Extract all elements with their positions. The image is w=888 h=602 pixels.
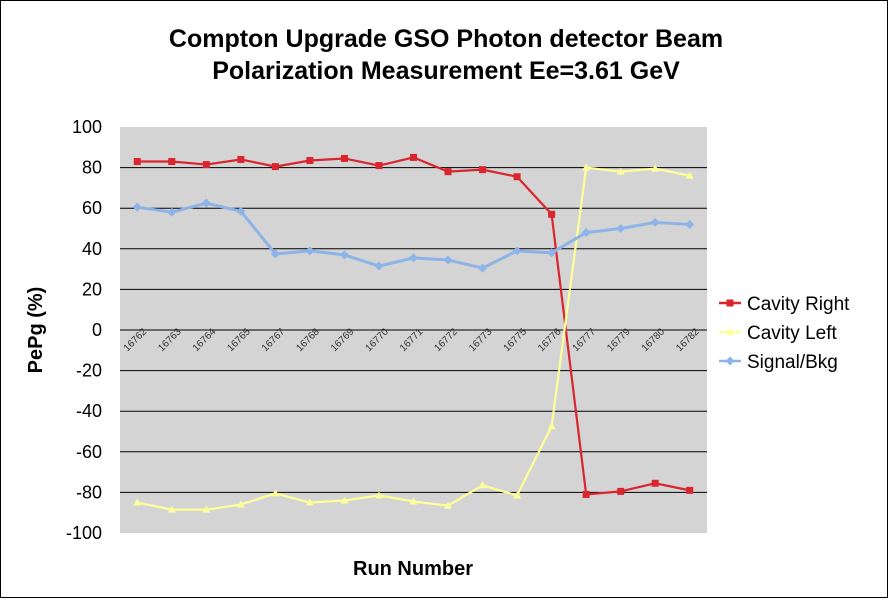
data-point [271, 163, 279, 171]
data-point [513, 173, 521, 181]
data-point [548, 210, 556, 218]
data-point [202, 161, 210, 169]
chart-title-line-1: Compton Upgrade GSO Photon detector Beam [169, 25, 723, 53]
y-tick-label: -80 [76, 482, 102, 502]
data-point [547, 422, 556, 430]
data-point [374, 261, 384, 271]
y-tick-label: -60 [76, 442, 102, 462]
data-point [201, 198, 211, 208]
y-axis-title: PePg (%) [25, 287, 47, 374]
data-point [582, 490, 590, 498]
data-point [271, 489, 280, 497]
y-tick-label: -40 [76, 401, 102, 421]
y-tick-label: 100 [72, 117, 102, 137]
legend-entry: Signal/Bkg [747, 352, 838, 373]
data-point [726, 328, 734, 335]
data-point [617, 487, 625, 495]
data-point [374, 491, 383, 499]
data-point [651, 164, 660, 172]
series-layer [132, 153, 695, 513]
data-point [339, 250, 349, 260]
data-point [167, 207, 177, 217]
y-tick-label: 60 [82, 198, 102, 218]
data-point [725, 356, 735, 366]
data-point [582, 163, 591, 171]
data-point [444, 501, 453, 509]
data-point [375, 162, 383, 170]
data-point [616, 167, 625, 175]
data-point [616, 224, 626, 233]
data-point [443, 255, 453, 265]
data-point [479, 166, 487, 174]
data-point [306, 156, 314, 164]
data-point [409, 497, 418, 505]
data-point [478, 263, 488, 273]
x-axis-title: Run Number [353, 558, 473, 580]
y-tick-label: -20 [76, 361, 102, 381]
legend: Cavity Right Cavity Left Signal/Bkg [719, 294, 850, 373]
data-point [547, 248, 557, 258]
data-point [202, 505, 211, 513]
data-point [270, 249, 280, 259]
data-point [340, 496, 349, 504]
series-cavity-right [133, 153, 694, 498]
y-tick-labels: -100 -80 -60 -40 -20 0 20 40 60 80 100 [66, 117, 102, 543]
data-point [133, 158, 141, 166]
series-signal-bkg [132, 198, 695, 273]
data-point [305, 498, 314, 506]
data-point [410, 153, 417, 161]
legend-entry: Cavity Right [747, 294, 850, 315]
chart-title-line-2: Polarization Measurement Ee=3.61 GeV [212, 57, 680, 85]
data-point [685, 219, 695, 229]
y-tick-label: 0 [92, 320, 102, 340]
y-tick-label: 80 [82, 158, 102, 178]
data-point [444, 168, 452, 176]
data-point [650, 217, 660, 227]
data-point [581, 228, 591, 238]
data-point [236, 500, 245, 508]
data-point [686, 486, 694, 494]
data-point [168, 158, 176, 166]
data-point [340, 154, 348, 162]
data-point [651, 479, 659, 487]
series-cavity-left [133, 163, 694, 513]
data-point [409, 253, 418, 263]
data-point [132, 202, 142, 212]
data-point [513, 491, 522, 499]
data-point [237, 155, 245, 163]
data-point [236, 206, 246, 216]
data-point [685, 171, 694, 179]
legend-entry: Cavity Left [747, 323, 837, 344]
data-point [133, 498, 142, 506]
data-point [726, 299, 734, 307]
gridlines [120, 167, 707, 493]
data-point [478, 481, 487, 489]
y-tick-label: 20 [82, 279, 102, 299]
data-point [512, 246, 522, 256]
data-point [305, 246, 315, 256]
data-point [167, 505, 176, 513]
y-tick-label: -100 [66, 523, 102, 543]
y-tick-label: 40 [82, 239, 102, 259]
